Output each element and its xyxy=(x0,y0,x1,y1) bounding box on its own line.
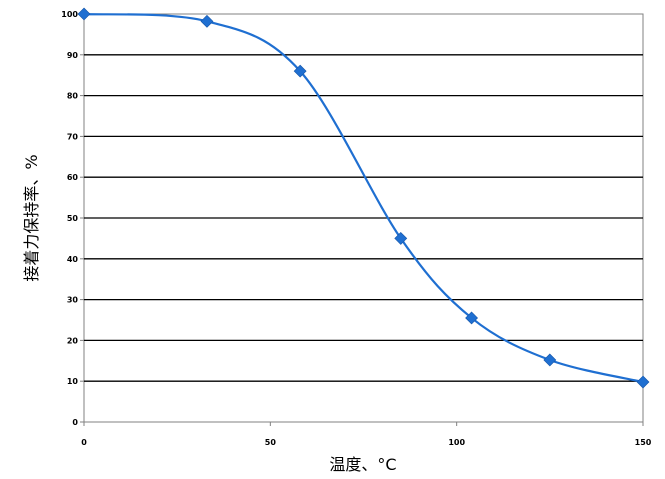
x-tick-label: 0 xyxy=(81,438,87,447)
y-tick-label: 100 xyxy=(61,10,78,19)
y-tick-label: 70 xyxy=(67,132,79,141)
x-axis-title: 温度、°C xyxy=(329,455,396,474)
x-axis-ticks: 0 50 100 150 xyxy=(81,422,652,447)
series-group xyxy=(77,7,650,389)
data-point-marker xyxy=(293,64,307,78)
y-tick-label: 40 xyxy=(67,255,79,264)
y-tick-label: 10 xyxy=(67,377,79,386)
data-point-marker xyxy=(465,311,478,325)
data-point-marker xyxy=(543,353,557,367)
data-point-marker xyxy=(200,14,214,28)
y-axis-title: 接着力保持率、% xyxy=(22,154,41,281)
y-tick-label: 60 xyxy=(67,173,79,182)
data-point-marker xyxy=(77,7,91,21)
x-tick-label: 50 xyxy=(265,438,277,447)
y-tick-label: 50 xyxy=(67,214,79,223)
x-tick-label: 100 xyxy=(448,438,465,447)
data-point-marker xyxy=(636,375,650,389)
y-tick-label: 90 xyxy=(67,51,79,60)
x-tick-label: 150 xyxy=(635,438,652,447)
y-tick-label: 80 xyxy=(67,92,79,101)
y-tick-label: 0 xyxy=(72,418,78,427)
y-axis-ticks: 0 10 20 30 40 50 60 70 80 90 100 xyxy=(61,10,84,427)
data-point-marker xyxy=(394,231,408,245)
y-tick-label: 30 xyxy=(67,296,79,305)
y-tick-label: 20 xyxy=(67,336,79,345)
gridlines xyxy=(84,54,643,382)
